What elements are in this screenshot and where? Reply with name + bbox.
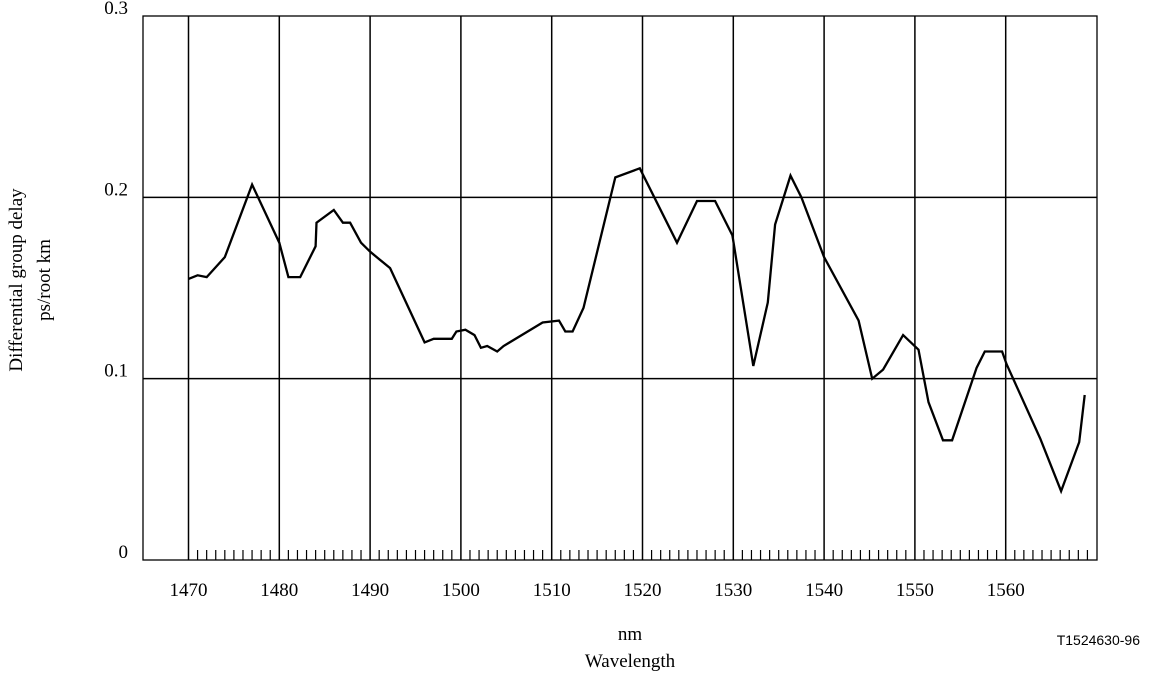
y-tick-label: 0.3 [104, 0, 128, 19]
y-tick-label: 0 [119, 542, 129, 563]
series-group [188, 166, 1086, 495]
plot-frame [142, 15, 1098, 561]
x-tick-label: 1500 [442, 580, 480, 601]
x-tick-label: 1520 [624, 580, 662, 601]
figure-id: T1524630-96 [1057, 632, 1141, 648]
y-axis-label-line2: ps/root km [34, 239, 55, 321]
y-tick-label: 0.1 [104, 361, 128, 382]
y-tick-labels: 0 0.1 0.2 0.3 [104, 0, 128, 563]
x-axis-label-line1: nm [618, 624, 643, 645]
horizontal-gridlines [143, 196, 1097, 380]
y-axis-label-line1: Differential group delay [6, 188, 27, 372]
x-tick-label: 1540 [805, 580, 843, 601]
series-line-1 [188, 166, 1086, 495]
minor-ticks [196, 550, 1089, 560]
x-tick-label: 1480 [260, 580, 298, 601]
x-tick-label: 1560 [987, 580, 1025, 601]
x-tick-labels: 1470 1480 1490 1500 1510 1520 1530 1540 1550 1560 [170, 580, 1025, 601]
vertical-gridlines [187, 16, 1007, 560]
y-tick-label: 0.2 [104, 179, 128, 200]
x-tick-label: 1470 [170, 580, 208, 601]
x-tick-label: 1510 [533, 580, 571, 601]
x-tick-label: 1490 [351, 580, 389, 601]
x-tick-label: 1530 [714, 580, 752, 601]
x-axis-label-line2: Wavelength [585, 651, 676, 672]
x-tick-label: 1550 [896, 580, 934, 601]
